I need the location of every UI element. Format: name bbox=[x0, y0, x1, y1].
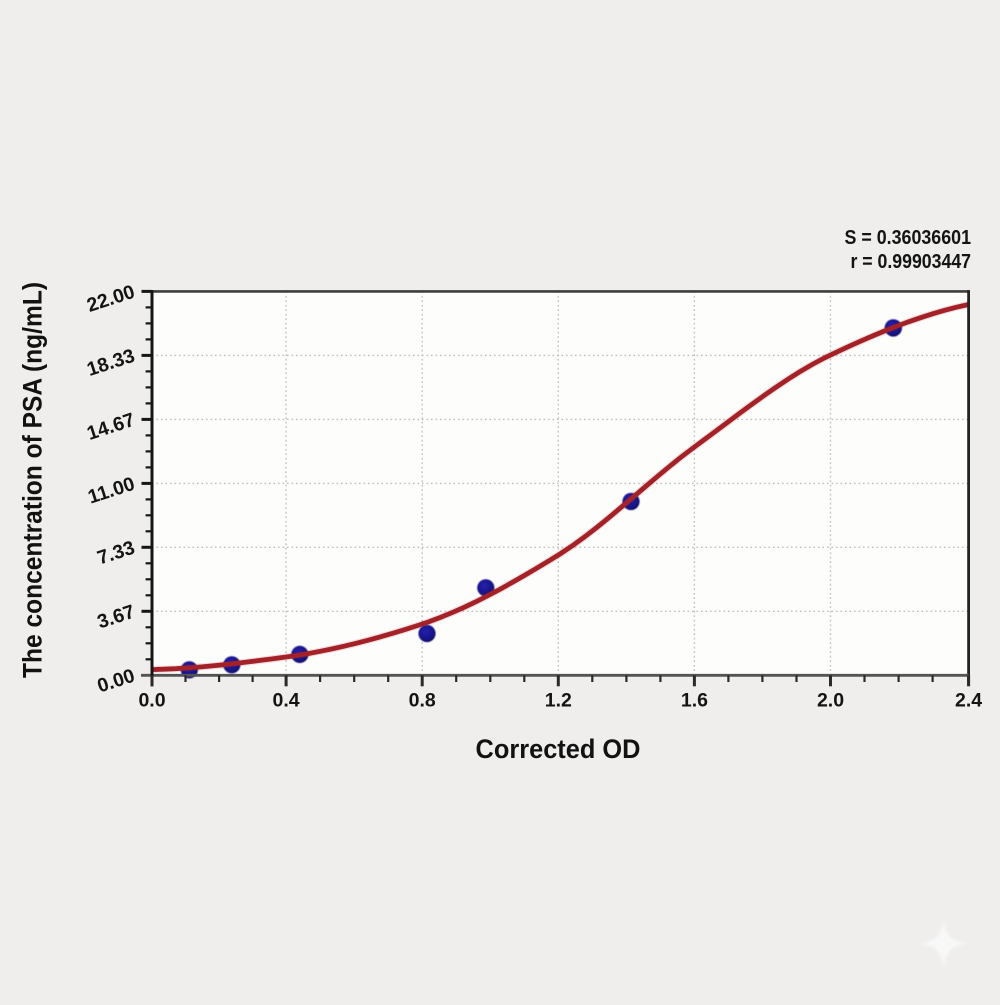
svg-text:0.4: 0.4 bbox=[273, 690, 300, 712]
svg-text:11.00: 11.00 bbox=[85, 473, 137, 509]
svg-text:The concentration of PSA (ng/m: The concentration of PSA (ng/mL) bbox=[18, 282, 48, 678]
svg-text:S = 0.36036601: S = 0.36036601 bbox=[845, 227, 972, 249]
svg-text:2.4: 2.4 bbox=[955, 690, 982, 712]
svg-text:1.2: 1.2 bbox=[545, 690, 572, 712]
svg-text:3.67: 3.67 bbox=[95, 601, 138, 634]
svg-text:r = 0.99903447: r = 0.99903447 bbox=[851, 251, 972, 273]
svg-text:Corrected OD: Corrected OD bbox=[476, 734, 641, 764]
svg-text:0.00: 0.00 bbox=[95, 665, 138, 698]
svg-text:1.6: 1.6 bbox=[681, 690, 708, 712]
svg-text:14.67: 14.67 bbox=[84, 409, 137, 445]
svg-text:7.33: 7.33 bbox=[95, 537, 138, 570]
svg-text:18.33: 18.33 bbox=[84, 345, 137, 381]
svg-text:2.0: 2.0 bbox=[817, 690, 844, 712]
svg-text:0.0: 0.0 bbox=[138, 690, 165, 712]
svg-text:0.8: 0.8 bbox=[409, 690, 436, 712]
svg-text:22.00: 22.00 bbox=[84, 281, 137, 317]
